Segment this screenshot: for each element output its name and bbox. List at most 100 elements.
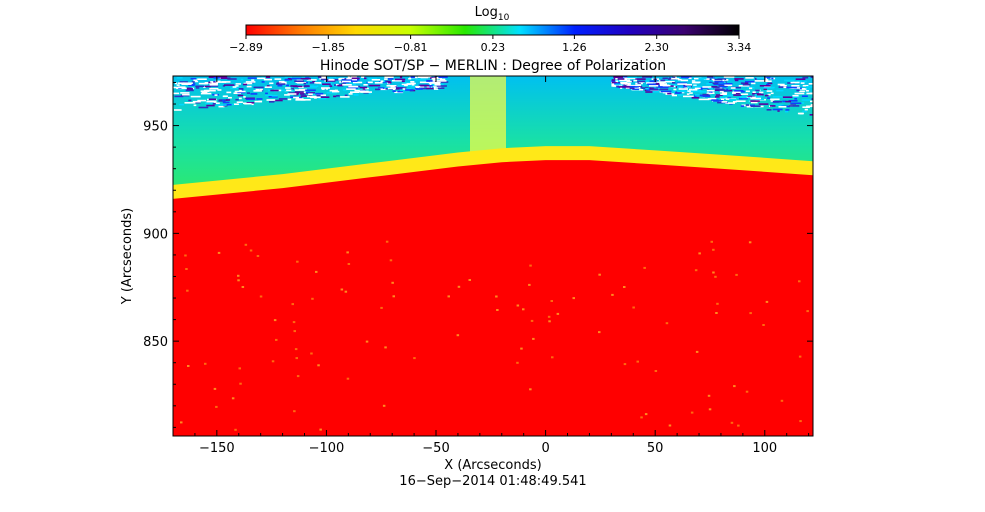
noise-streak [670, 84, 678, 86]
noise-streak [408, 77, 412, 80]
noise-streak [406, 82, 410, 84]
speckle [714, 275, 717, 278]
speckle [317, 364, 320, 367]
x-axis-ticks: −150 −100 −50 0 50 100 [194, 76, 810, 456]
noise-streak [173, 86, 182, 89]
noise-streak [233, 103, 239, 105]
noise-streak [227, 78, 237, 80]
noise-streak [801, 95, 808, 97]
noise-streak [684, 76, 690, 79]
noise-streak [284, 89, 293, 92]
noise-streak [212, 103, 216, 105]
noise-streak [426, 87, 434, 90]
noise-streak [251, 103, 254, 106]
plot-frame [172, 75, 814, 437]
speckle [530, 319, 534, 322]
noise-streak [209, 84, 218, 86]
speckle [735, 273, 738, 276]
noise-streak [785, 109, 790, 111]
noise-streak [301, 76, 306, 78]
noise-streak [340, 96, 350, 98]
speckle [457, 285, 461, 288]
speckle [698, 252, 701, 255]
noise-streak [362, 88, 366, 90]
noise-streak [206, 104, 215, 107]
noise-streak [245, 97, 255, 100]
noise-streak [702, 86, 712, 88]
noise-streak [690, 90, 700, 93]
noise-streak [707, 98, 712, 100]
noise-streak [742, 83, 751, 86]
noise-streak [745, 77, 754, 79]
noise-streak [784, 110, 789, 113]
noise-streak [617, 78, 625, 80]
colorbar [245, 24, 740, 36]
noise-streak [723, 94, 735, 97]
speckle [644, 413, 648, 416]
noise-streak [321, 88, 325, 90]
noise-streak [186, 87, 192, 90]
noise-streak [222, 101, 230, 104]
y-axis-ticks: 850 900 950 [143, 81, 813, 428]
noise-streak [208, 76, 218, 78]
noise-streak [794, 98, 798, 100]
noise-streak [278, 80, 285, 83]
noise-streak [770, 100, 775, 102]
noise-streak [185, 89, 194, 92]
noise-streak [245, 102, 252, 105]
speckle [340, 288, 344, 291]
speckle [344, 290, 348, 293]
noise-streak [261, 81, 265, 83]
noise-streak [284, 94, 290, 96]
noise-streak [234, 90, 246, 93]
noise-streak [251, 79, 255, 81]
noise-streak [280, 89, 287, 92]
noise-streak [303, 82, 307, 85]
speckle [551, 356, 554, 359]
noise-streak [322, 82, 333, 84]
noise-streak [245, 81, 256, 83]
speckle [231, 397, 235, 400]
noise-streak [316, 94, 321, 97]
noise-streak [295, 98, 304, 100]
x-axis-label: X (Arcseconds) [444, 458, 541, 473]
noise-streak [293, 85, 303, 88]
speckle [249, 249, 253, 252]
noise-streak [178, 86, 186, 88]
noise-streak [691, 97, 700, 99]
noise-streak [806, 88, 811, 90]
colorbar-tick-label: −0.81 [394, 41, 428, 54]
noise-streak [240, 78, 244, 81]
noise-streak [772, 108, 783, 111]
noise-streak [395, 86, 404, 89]
noise-streak [673, 88, 677, 91]
noise-streak [639, 89, 644, 91]
noise-streak [721, 98, 725, 101]
speckle [346, 251, 349, 254]
noise-streak [344, 94, 348, 97]
noise-streak [264, 86, 272, 88]
noise-streak [271, 95, 278, 97]
speckle [532, 337, 535, 340]
noise-streak [410, 85, 416, 88]
speckle [296, 260, 299, 263]
noise-streak [346, 77, 353, 80]
noise-streak [698, 87, 708, 89]
noise-streak [692, 88, 698, 91]
speckle [239, 382, 242, 385]
noise-streak [274, 78, 282, 80]
noise-streak [368, 92, 372, 95]
noise-streak [434, 84, 441, 86]
noise-streak [674, 92, 680, 94]
noise-streak [415, 88, 423, 90]
noise-streak [270, 89, 279, 92]
noise-streak [756, 77, 765, 80]
noise-streak [235, 98, 239, 101]
noise-streak [242, 83, 248, 86]
noise-streak [432, 80, 435, 82]
noise-streak [635, 84, 642, 87]
noise-streak [327, 78, 334, 81]
noise-streak [197, 78, 207, 80]
noise-streak [766, 109, 772, 111]
noise-streak [257, 77, 266, 80]
